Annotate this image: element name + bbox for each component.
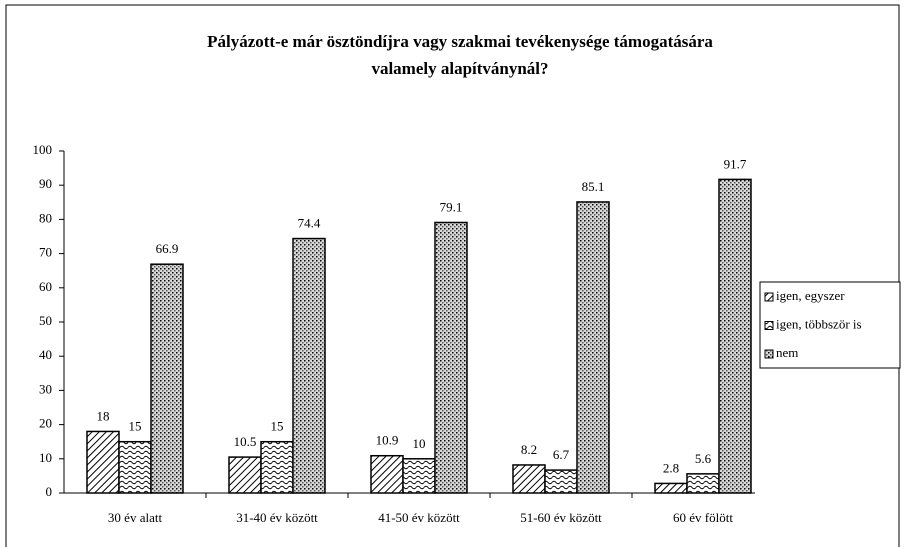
y-tick-label: 40 (39, 347, 52, 362)
legend (759, 281, 901, 369)
value-label: 18 (97, 408, 110, 423)
bar (544, 469, 578, 494)
bar (402, 458, 436, 494)
value-label: 85.1 (582, 179, 605, 194)
x-tick-label: 60 év fölött (673, 510, 733, 525)
value-label: 10.5 (234, 434, 257, 449)
bar (686, 473, 720, 494)
bar (86, 430, 120, 494)
y-tick-label: 30 (39, 381, 52, 396)
bar (292, 237, 326, 494)
x-tick-label: 31-40 év között (236, 510, 318, 525)
chart-title: valamely alapítványnál? (371, 59, 548, 78)
bar (576, 201, 610, 494)
value-label: 15 (129, 419, 142, 434)
legend-label: igen, egyszer (776, 288, 845, 303)
value-label: 10 (413, 436, 426, 451)
value-label: 91.7 (724, 156, 747, 171)
legend-label: nem (776, 345, 798, 360)
x-tick-label: 30 év alatt (108, 510, 163, 525)
legend-swatch (764, 292, 774, 302)
value-label: 15 (271, 419, 284, 434)
legend-swatch (764, 349, 774, 359)
value-label: 66.9 (156, 241, 179, 256)
bar (118, 440, 152, 494)
y-tick-label: 90 (39, 176, 52, 191)
bar (512, 464, 546, 494)
value-label: 74.4 (298, 216, 321, 231)
value-label: 8.2 (521, 442, 537, 457)
bar (228, 456, 262, 494)
value-label: 5.6 (695, 451, 712, 466)
value-label: 79.1 (440, 199, 463, 214)
legend-label: igen, többször is (776, 316, 862, 331)
y-tick-label: 0 (46, 484, 53, 499)
bar (434, 221, 468, 494)
y-tick-label: 10 (39, 450, 52, 465)
y-tick-label: 70 (39, 245, 52, 260)
legend-swatch (764, 321, 774, 330)
x-tick-label: 41-50 év között (378, 510, 460, 525)
y-tick-label: 50 (39, 313, 52, 328)
bar (718, 178, 752, 494)
bar (370, 454, 404, 494)
value-label: 2.8 (663, 460, 679, 475)
y-tick-label: 80 (39, 210, 52, 225)
bar (150, 263, 184, 494)
y-tick-label: 100 (33, 142, 53, 157)
y-tick-label: 60 (39, 279, 52, 294)
bar (260, 440, 294, 494)
chart-title: Pályázott-e már ösztöndíjra vagy szakmai… (207, 32, 713, 51)
value-label: 10.9 (376, 433, 399, 448)
value-label: 6.7 (553, 447, 570, 462)
y-tick-label: 20 (39, 416, 52, 431)
bar (654, 482, 688, 494)
x-tick-label: 51-60 év között (520, 510, 602, 525)
